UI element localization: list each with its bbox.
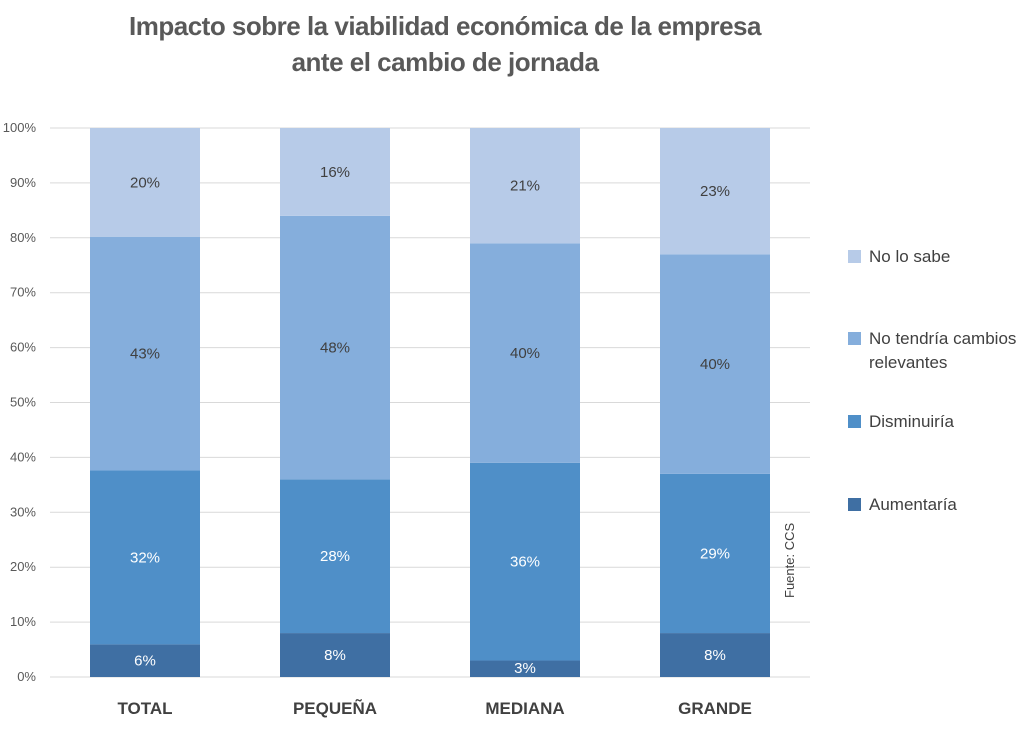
x-category-label: GRANDE — [678, 699, 752, 718]
legend-item: Aumentaría — [848, 493, 1024, 517]
chart-title-line-1: Impacto sobre la viabilidad económica de… — [129, 11, 761, 41]
y-axis-ticks: 0% 10% 20% 30% 40% 50% 60% 70% 80% 90% 100% — [3, 120, 37, 684]
y-tick-label: 70% — [10, 285, 36, 300]
data-label: 32% — [130, 549, 160, 566]
data-label: 29% — [700, 545, 730, 562]
bar-segment — [660, 633, 770, 677]
y-tick-label: 100% — [3, 120, 37, 135]
legend-label: Disminuiría — [869, 412, 955, 431]
bar-segment — [470, 128, 580, 244]
bar-segment — [470, 243, 580, 463]
bar-segment — [660, 128, 770, 255]
chart-title: Impacto sobre la viabilidad económica de… — [0, 8, 890, 80]
data-label: 40% — [700, 356, 730, 373]
bar-segment — [660, 254, 770, 474]
bar-segment — [280, 633, 390, 677]
y-tick-label: 50% — [10, 395, 36, 410]
legend-swatch — [848, 250, 861, 263]
bar-segment — [90, 470, 200, 645]
data-label: 48% — [320, 340, 350, 357]
x-category-label: TOTAL — [117, 699, 172, 718]
legend-swatch — [848, 498, 861, 511]
legend-item: No tendría cambios relevantes — [848, 327, 1024, 375]
data-label: 8% — [324, 647, 346, 664]
data-labels: 6% 32% 43% 20% 8% 28% 48% 16% 3% 36% 40% 21% 8% 29% 40… — [130, 164, 730, 677]
legend-swatch — [848, 332, 861, 345]
data-label: 6% — [134, 653, 156, 670]
bar-segment — [470, 660, 580, 677]
data-label: 20% — [130, 174, 160, 191]
data-label: 43% — [130, 346, 160, 363]
x-category-label: MEDIANA — [485, 699, 564, 718]
bar-segment — [90, 236, 200, 471]
bar-segment — [660, 473, 770, 634]
bar-segment — [90, 128, 200, 237]
legend-label: Aumentaría — [869, 495, 957, 514]
bar-segment — [280, 215, 390, 480]
data-label: 3% — [514, 660, 536, 677]
bar-segment — [470, 462, 580, 661]
source-note: Fuente: CCS — [782, 522, 797, 598]
chart-title-line-2: ante el cambio de jornada — [291, 47, 599, 77]
data-label: 16% — [320, 164, 350, 181]
x-category-label: PEQUEÑA — [293, 698, 377, 718]
legend-swatch — [848, 415, 861, 428]
x-axis-categories: TOTAL PEQUEÑA MEDIANA GRANDE — [117, 698, 751, 718]
y-tick-label: 40% — [10, 449, 36, 464]
y-tick-label: 80% — [10, 230, 36, 245]
legend-item: No lo sabe — [848, 245, 1024, 269]
bar-segment — [280, 479, 390, 634]
data-label: 28% — [320, 548, 350, 565]
data-label: 8% — [704, 647, 726, 664]
legend-item: Disminuiría — [848, 410, 1024, 434]
data-label: 40% — [510, 345, 540, 362]
data-label: 23% — [700, 183, 730, 200]
y-tick-label: 20% — [10, 559, 36, 574]
data-label: 36% — [510, 554, 540, 571]
y-tick-label: 0% — [17, 669, 36, 684]
y-tick-label: 10% — [10, 614, 36, 629]
data-label: 21% — [510, 178, 540, 195]
bars — [90, 128, 770, 677]
legend-label: No lo sabe — [869, 247, 951, 266]
y-tick-label: 30% — [10, 504, 36, 519]
y-tick-label: 60% — [10, 340, 36, 355]
bar-segment — [280, 128, 390, 216]
legend-label: No tendría cambios relevantes — [869, 329, 1017, 372]
bar-segment — [90, 644, 200, 677]
y-tick-label: 90% — [10, 175, 36, 190]
